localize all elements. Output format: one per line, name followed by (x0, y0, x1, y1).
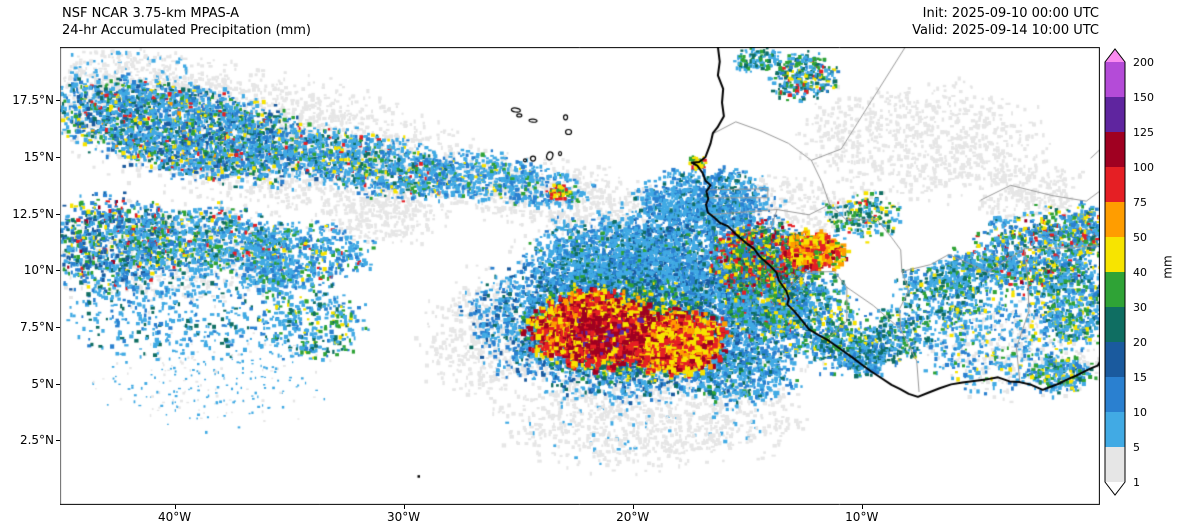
x-tick-label: 40°W (157, 510, 192, 524)
colorbar-tick-label: 75 (1133, 196, 1147, 209)
y-axis-tick (56, 213, 60, 215)
colorbar-svg (1104, 48, 1126, 496)
colorbar-tick-label: 40 (1133, 266, 1147, 279)
colorbar-tick-label: 50 (1133, 231, 1147, 244)
y-axis-tick (56, 327, 60, 328)
x-axis-tick (861, 505, 863, 509)
y-axis-tick (56, 100, 60, 102)
y-tick-label: 2.5°N (19, 433, 54, 448)
y-tick-label: 12.5°N (12, 206, 54, 221)
colorbar-tick-label: 5 (1133, 441, 1140, 454)
colorbar-tick-label: 15 (1133, 371, 1147, 384)
y-tick-label: 17.5°N (12, 93, 54, 108)
init-time-label: Init: 2025-09-10 00:00 UTC (922, 6, 1099, 21)
y-tick-label: 5°N (31, 376, 54, 391)
x-axis-tick (174, 505, 176, 509)
x-axis-tick (632, 505, 634, 509)
colorbar-tick-label: 20 (1133, 336, 1147, 349)
title-block: NSF NCAR 3.75-km MPAS-A 24-hr Accumulate… (62, 6, 311, 40)
x-axis-tick (403, 505, 405, 509)
model-title: NSF NCAR 3.75-km MPAS-A (62, 6, 240, 21)
colorbar-unit-label: mm (1160, 255, 1175, 279)
colorbar-tick-label: 30 (1133, 301, 1147, 314)
y-tick-label: 10°N (23, 263, 54, 278)
colorbar-tick-label: 125 (1133, 126, 1154, 139)
y-axis-tick (56, 383, 60, 385)
colorbar (1104, 48, 1128, 502)
valid-time-label: Valid: 2025-09-14 10:00 UTC (912, 22, 1099, 38)
precipitation-map-canvas (60, 47, 1100, 505)
x-tick-label: 30°W (387, 510, 421, 524)
y-axis-tick (56, 440, 60, 442)
map-plot-area (60, 47, 1100, 505)
colorbar-tick-label: 100 (1133, 161, 1154, 174)
x-tick-label: 20°W (616, 510, 650, 524)
y-tick-label: 7.5°N (19, 320, 54, 334)
colorbar-tick-label: 150 (1133, 91, 1154, 104)
time-block: Init: 2025-09-10 00:00 UTC Valid: 2025-0… (912, 6, 1099, 40)
y-axis-tick (56, 270, 60, 272)
colorbar-tick-label: 200 (1133, 56, 1154, 69)
x-tick-label: 10°W (845, 510, 879, 524)
colorbar-tick-label: 1 (1133, 476, 1140, 489)
colorbar-tick-label: 10 (1133, 406, 1147, 419)
y-axis-tick (56, 156, 60, 158)
y-tick-label: 15°N (23, 149, 54, 164)
product-title: 24-hr Accumulated Precipitation (mm) (62, 22, 311, 38)
